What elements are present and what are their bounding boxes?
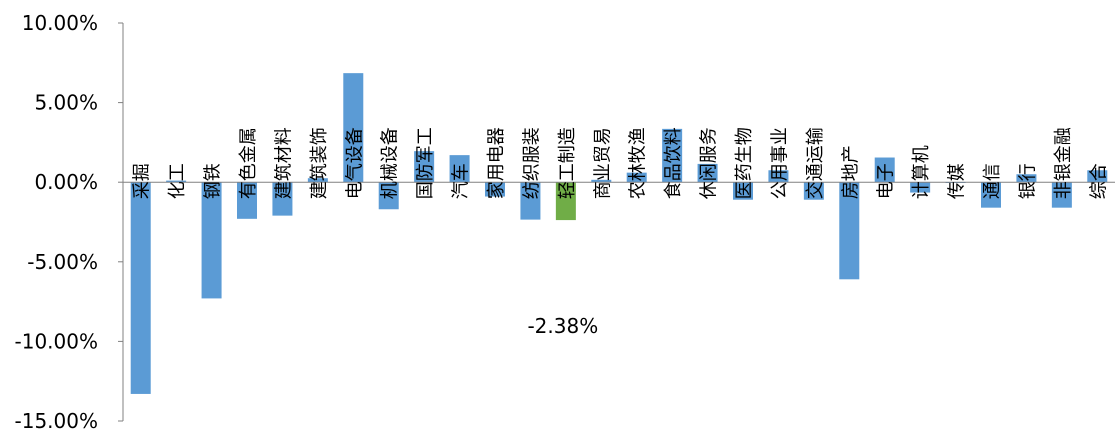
category-label: 医药生物 bbox=[734, 127, 755, 199]
category-label: 建筑装饰 bbox=[309, 127, 330, 199]
category-label: 纺织服装 bbox=[521, 127, 542, 199]
bar bbox=[485, 182, 505, 197]
bar bbox=[662, 128, 683, 183]
category-label: 传媒 bbox=[947, 163, 968, 199]
y-tick-label: 0.00% bbox=[34, 170, 98, 194]
y-tick-label: -10.00% bbox=[15, 329, 98, 353]
category-label: 轻工制造 bbox=[557, 127, 578, 199]
category-label: 非银金融 bbox=[1053, 127, 1074, 199]
category-label: 电子 bbox=[876, 163, 897, 199]
category-label: 商业贸易 bbox=[592, 127, 613, 199]
y-tick-label: 10.00% bbox=[22, 11, 98, 35]
category-label: 房地产 bbox=[840, 145, 861, 199]
bar bbox=[697, 163, 718, 183]
bar bbox=[839, 182, 860, 280]
y-tick-label: -15.00% bbox=[15, 409, 98, 430]
category-label: 国防军工 bbox=[415, 127, 436, 199]
bar bbox=[803, 182, 824, 200]
bar bbox=[768, 170, 789, 183]
bar bbox=[591, 179, 612, 183]
bar bbox=[237, 182, 257, 219]
category-label: 电气设备 bbox=[344, 127, 365, 199]
category-label: 家用电器 bbox=[486, 127, 507, 199]
bar bbox=[307, 178, 328, 183]
bars bbox=[130, 73, 1108, 394]
category-label: 机械设备 bbox=[380, 127, 401, 199]
category-label: 交通运输 bbox=[805, 127, 826, 199]
bar bbox=[272, 182, 293, 216]
y-tick-label: 5.00% bbox=[34, 91, 98, 115]
data-label-highlight: -2.38% bbox=[527, 314, 598, 338]
category-labels: 采掘 化工 钢铁 有色金属 建筑材料 建筑装饰 电气设备 机械设备 国防军工 汽车 家用电器 纺织服装… bbox=[132, 127, 1110, 199]
bar bbox=[981, 182, 1001, 208]
y-tick-label: -5.00% bbox=[27, 250, 98, 274]
category-label: 公用事业 bbox=[769, 127, 790, 199]
bar bbox=[555, 182, 576, 221]
bar bbox=[166, 180, 187, 183]
bar bbox=[343, 73, 364, 183]
bar bbox=[520, 182, 541, 220]
category-label: 通信 bbox=[982, 163, 1003, 199]
bar bbox=[1087, 170, 1108, 183]
bar bbox=[449, 155, 470, 183]
bar bbox=[910, 182, 931, 193]
category-label: 钢铁 bbox=[203, 163, 224, 199]
y-axis: 10.00% 5.00% 0.00% -5.00% -10.00% -15.00% bbox=[15, 11, 124, 430]
bar bbox=[733, 182, 753, 200]
bar bbox=[201, 182, 222, 299]
category-label: 化工 bbox=[167, 163, 188, 199]
bar bbox=[1051, 182, 1072, 208]
category-label: 汽车 bbox=[451, 163, 472, 199]
bar bbox=[626, 172, 647, 183]
bar bbox=[414, 151, 435, 183]
category-label: 计算机 bbox=[911, 145, 932, 199]
category-label: 采掘 bbox=[132, 163, 153, 199]
category-label: 食品饮料 bbox=[663, 127, 684, 199]
category-label: 建筑材料 bbox=[273, 127, 294, 199]
category-label: 综合 bbox=[1088, 163, 1109, 199]
category-label: 休闲服务 bbox=[699, 127, 720, 199]
bar bbox=[874, 157, 895, 183]
bar bbox=[378, 182, 399, 210]
category-label: 农林牧渔 bbox=[628, 127, 649, 199]
bar bbox=[130, 182, 151, 394]
category-label: 有色金属 bbox=[238, 127, 259, 199]
category-label: 银行 bbox=[1017, 163, 1038, 199]
bar bbox=[1016, 174, 1037, 183]
